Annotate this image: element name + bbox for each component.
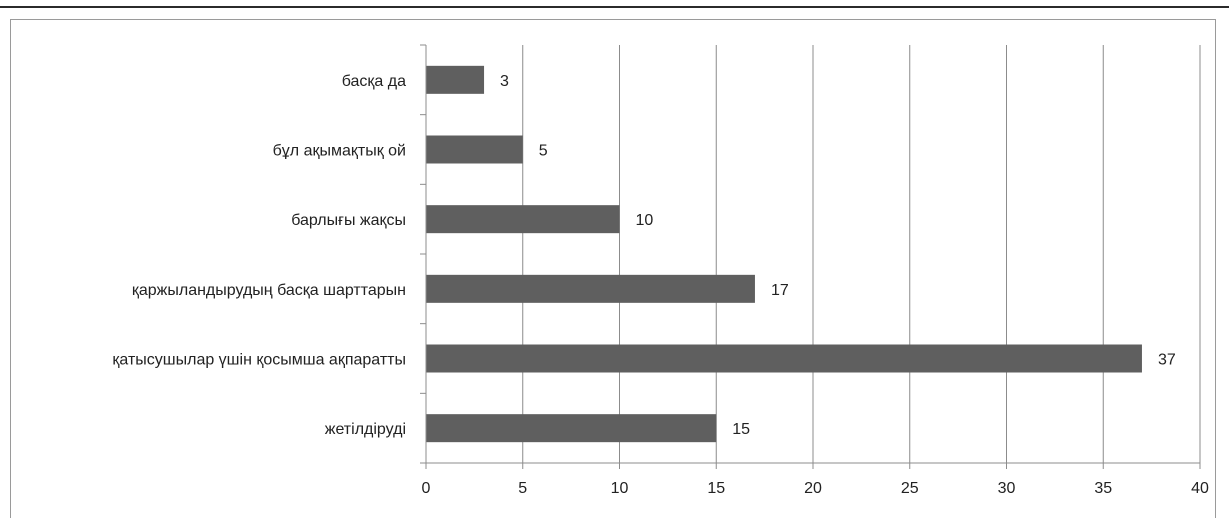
bar [426, 65, 485, 94]
x-tick-label: 25 [901, 480, 919, 497]
x-tick-label: 30 [998, 480, 1016, 497]
x-tick-label: 0 [422, 480, 431, 497]
top-rule [0, 6, 1229, 8]
data-label: 17 [771, 282, 789, 299]
x-tick-label: 35 [1094, 480, 1112, 497]
x-tick-label: 5 [518, 480, 527, 497]
data-label: 37 [1158, 352, 1176, 369]
gridlines [522, 45, 1201, 463]
x-tick-label: 20 [804, 480, 822, 497]
x-tick-label: 15 [707, 480, 725, 497]
bar [426, 205, 620, 234]
category-label: қатысушылар үшін қосымша ақпаратты [112, 352, 406, 369]
bars [426, 65, 1142, 443]
chart-frame [10, 19, 1216, 518]
category-label: жетілдіруді [325, 421, 406, 438]
data-label: 15 [732, 421, 750, 438]
bar [426, 414, 717, 443]
data-label: 3 [500, 73, 509, 90]
category-label: барлығы жақсы [291, 212, 406, 229]
bar [426, 274, 755, 303]
category-label: бұл ақымақтық ой [273, 143, 406, 160]
x-tick-label: 10 [611, 480, 629, 497]
bar [426, 135, 523, 164]
bar [426, 344, 1142, 373]
data-label: 5 [539, 143, 548, 160]
x-tick-label: 40 [1191, 480, 1209, 497]
data-label: 10 [636, 212, 654, 229]
category-label: басқа да [342, 73, 406, 90]
axes [420, 44, 1201, 469]
category-label: қаржыландырудың басқа шарттарын [132, 282, 406, 299]
